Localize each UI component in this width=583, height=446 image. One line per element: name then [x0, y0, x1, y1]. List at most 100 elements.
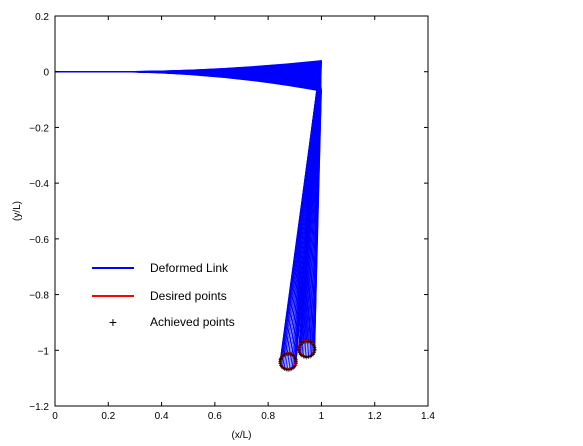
achieved-point-marker: +: [280, 352, 285, 361]
deformed-link-line: [55, 71, 322, 355]
x-tick-label: 0.4: [155, 411, 169, 422]
achieved-point-marker: +: [282, 365, 287, 374]
achieved-point-marker: +: [299, 351, 304, 360]
deformed-link-line: [55, 71, 321, 354]
y-tick-label: −0.2: [29, 123, 49, 134]
achieved-point-marker: +: [293, 354, 298, 363]
legend-label-deformed-link: Deformed Link: [150, 261, 229, 275]
deformed-link-line: [55, 71, 322, 349]
deformed-link-line: [55, 71, 322, 345]
legend-swatch-achieved-points: +: [109, 314, 117, 330]
achieved-point-marker: +: [294, 356, 299, 365]
desired-points-circle: [297, 339, 317, 359]
achieved-point-marker: +: [312, 345, 317, 354]
deformed-link-line: [55, 60, 322, 350]
achieved-point-marker: +: [279, 354, 284, 363]
achieved-point-marker: +: [301, 338, 306, 347]
achieved-point-marker: +: [291, 351, 296, 360]
achieved-point-marker: +: [281, 364, 286, 373]
achieved-point-marker: +: [280, 362, 285, 371]
y-tick-label: −0.4: [29, 179, 49, 190]
achieved-point-marker: +: [309, 339, 314, 348]
deformed-link-line: [55, 67, 321, 358]
deformed-link-line: [55, 71, 322, 357]
achieved-point-marker: +: [312, 347, 317, 356]
achieved-point-marker: +: [278, 359, 283, 368]
deformed-link-line: [55, 68, 321, 358]
deformed-link-line: [55, 71, 320, 349]
deformed-link-line: [55, 71, 321, 354]
achieved-point-marker: +: [312, 341, 317, 350]
deformed-link-line: [55, 71, 320, 356]
x-tick-label: 1: [319, 411, 325, 422]
deformed-link-line: [55, 62, 322, 354]
achieved-point-marker: +: [312, 343, 317, 352]
axes-box: [54, 15, 429, 407]
x-axis-label: (x/L): [232, 430, 252, 441]
deformed-link-line: [55, 64, 322, 356]
achieved-point-marker: +: [304, 353, 309, 362]
achieved-point-marker: +: [297, 347, 302, 356]
achieved-point-marker: +: [303, 353, 308, 362]
achieved-point-marker: +: [301, 352, 306, 361]
achieved-point-marker: +: [297, 343, 302, 352]
achieved-point-marker: +: [306, 337, 311, 346]
deformed-link-line: [55, 70, 320, 356]
achieved-point-marker: +: [278, 357, 283, 366]
deformed-link-line: [55, 71, 320, 350]
achieved-points-group: ++++++++++++++++++++++++++++++++++++++++…: [278, 337, 318, 375]
achieved-point-marker: +: [291, 364, 296, 373]
achieved-point-marker: +: [297, 348, 302, 357]
achieved-point-marker: +: [297, 341, 302, 350]
achieved-point-marker: +: [312, 348, 317, 357]
achieved-point-marker: +: [299, 339, 304, 348]
deformed-link-line: [55, 71, 322, 347]
deformed-link-line: [55, 71, 321, 354]
achieved-point-marker: +: [289, 350, 294, 359]
achieved-point-marker: +: [281, 351, 286, 360]
x-tick-label: 0.8: [261, 411, 275, 422]
achieved-point-marker: +: [309, 351, 314, 360]
achieved-point-marker: +: [298, 350, 303, 359]
achieved-point-marker: +: [298, 340, 303, 349]
deformed-link-line: [55, 71, 320, 357]
deformed-link-line: [55, 71, 320, 355]
legend-label-desired-points: Desired points: [150, 289, 227, 303]
y-axis-label: (y/L): [12, 201, 23, 221]
achieved-point-marker: +: [296, 345, 301, 354]
x-tick-label: 1.4: [421, 411, 435, 422]
achieved-point-marker: +: [292, 362, 297, 371]
y-tick-label: −1: [38, 346, 50, 357]
x-tick-label: 1.2: [368, 411, 382, 422]
achieved-point-marker: +: [308, 338, 313, 347]
x-tick-label: 0: [52, 411, 58, 422]
deformed-link-line: [55, 65, 322, 357]
y-tick-label: 0: [43, 68, 49, 79]
x-axis-ticks: 0 0.2 0.4 0.6 0.8 1 1.2 1.4: [52, 16, 435, 422]
achieved-point-marker: +: [289, 365, 294, 374]
achieved-point-marker: +: [311, 340, 316, 349]
achieved-point-marker: +: [294, 357, 299, 366]
achieved-point-marker: +: [294, 359, 299, 368]
y-axis-ticks: 0.2 0 −0.2 −0.4 −0.6 −0.8 −1 −1.2: [29, 12, 428, 413]
achieved-point-marker: +: [304, 337, 309, 346]
achieved-point-marker: +: [282, 350, 287, 359]
y-tick-label: −0.6: [29, 235, 49, 246]
deformed-link-line: [55, 69, 321, 357]
achieved-point-marker: +: [286, 365, 291, 374]
achieved-point-marker: +: [284, 365, 289, 374]
achieved-point-marker: +: [308, 352, 313, 361]
deformed-link-line: [55, 71, 320, 354]
achieved-point-marker: +: [279, 361, 284, 370]
deformed-link-line: [55, 71, 322, 354]
deformed-link-line: [55, 71, 320, 355]
x-tick-label: 0.6: [208, 411, 222, 422]
x-tick-label: 0.2: [101, 411, 115, 422]
achieved-point-marker: +: [292, 352, 297, 361]
deformed-link-line: [55, 71, 322, 356]
achieved-point-marker: +: [293, 361, 298, 370]
deformed-link-line: [55, 66, 321, 358]
deformed-link-line: [55, 61, 322, 352]
